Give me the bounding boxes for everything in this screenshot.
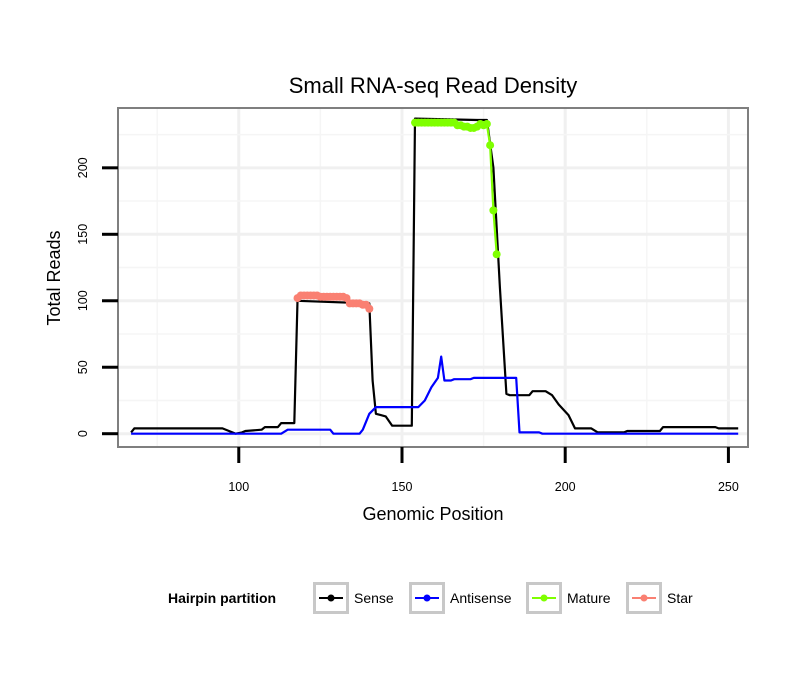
plot-border: [117, 107, 749, 448]
x-axis-label: Genomic Position: [362, 504, 503, 524]
legend-key-point: [327, 594, 335, 602]
series-layer: [130, 117, 739, 435]
legend-key-point: [423, 594, 431, 602]
x-tick-label: 200: [555, 480, 576, 494]
legend-item-mature: Mature: [526, 582, 611, 614]
legend-item-sense: Sense: [313, 582, 394, 614]
legend-label-antisense: Antisense: [450, 590, 512, 606]
y-tick-label: 0: [76, 430, 90, 437]
data-point-mature: [482, 119, 491, 128]
series-mature: [411, 118, 501, 259]
y-tick-label: 100: [76, 290, 90, 311]
x-axis: 100 150 200 250: [228, 447, 739, 494]
series-star: [293, 291, 374, 313]
series-line-antisense: [131, 355, 739, 435]
plot-background: [118, 108, 748, 447]
data-point-mature: [489, 206, 498, 215]
y-tick-label: 200: [76, 157, 90, 178]
x-tick-label: 100: [228, 480, 249, 494]
legend-key-point: [640, 594, 648, 602]
legend-label-sense: Sense: [354, 590, 394, 606]
y-axis-label: Total Reads: [44, 230, 64, 325]
legend-item-antisense: Antisense: [409, 582, 512, 614]
y-axis: 0 50 100 150 200: [76, 157, 118, 437]
y-tick-label: 150: [76, 224, 90, 245]
data-point-mature: [486, 141, 495, 150]
chart-title: Small RNA-seq Read Density: [289, 73, 578, 98]
series-line-sense: [130, 117, 739, 435]
plot-panel: [117, 107, 749, 448]
x-tick-label: 150: [392, 480, 413, 494]
data-point-mature: [492, 250, 501, 259]
legend-label-mature: Mature: [567, 590, 611, 606]
legend: Hairpin partition Sense Antisense Mature St…: [168, 582, 693, 614]
data-point-star: [365, 304, 374, 313]
legend-label-star: Star: [667, 590, 693, 606]
y-tick-label: 50: [76, 360, 90, 374]
legend-item-star: Star: [626, 582, 693, 614]
x-tick-label: 250: [718, 480, 739, 494]
legend-key-point: [540, 594, 548, 602]
legend-title: Hairpin partition: [168, 590, 276, 606]
